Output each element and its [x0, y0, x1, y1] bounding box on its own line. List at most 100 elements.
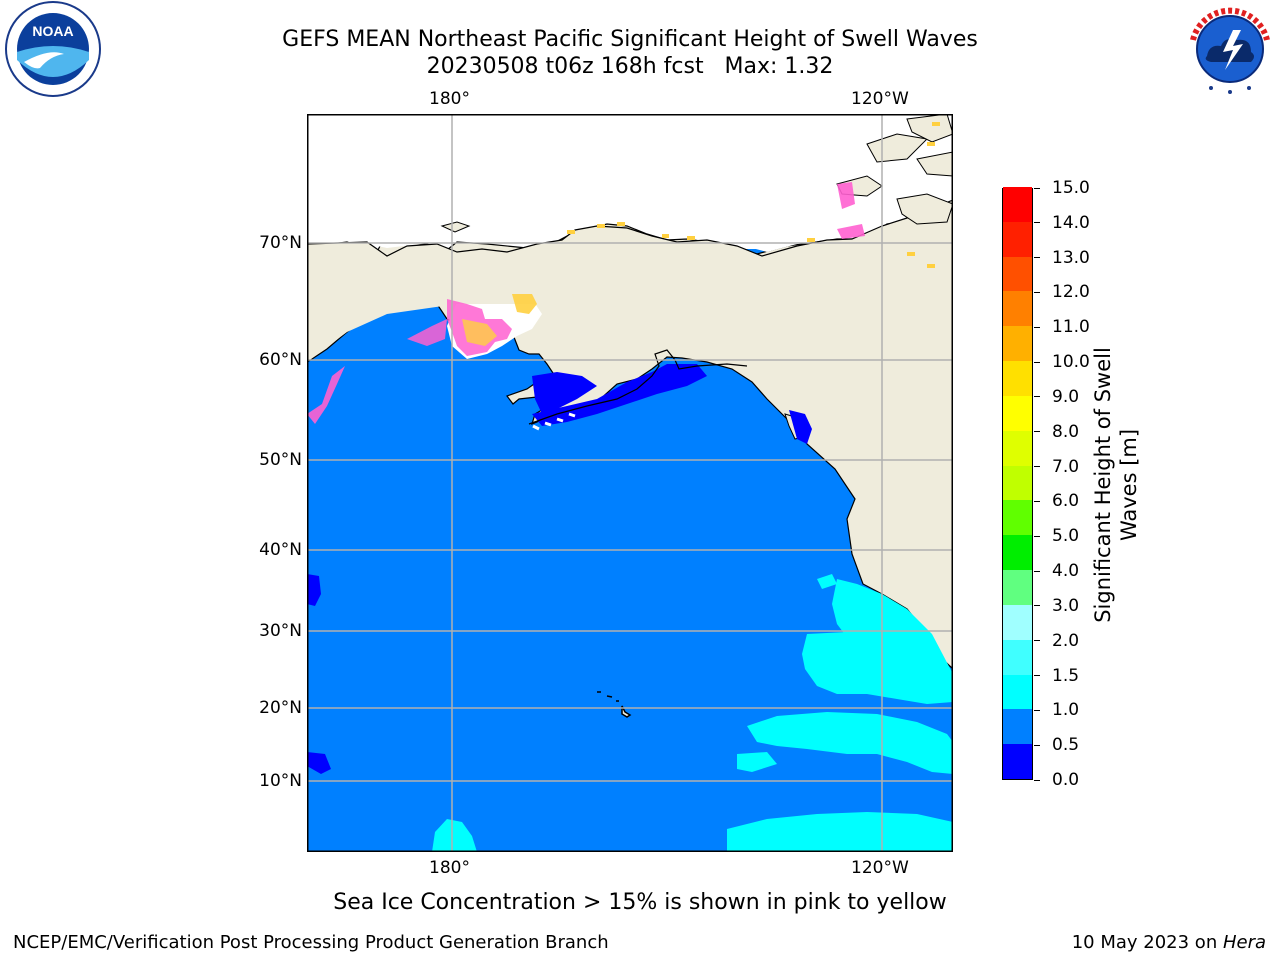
- swell-low-gulf: [532, 364, 707, 426]
- colorbar-segment: [1003, 499, 1032, 536]
- colorbar-segment: [1003, 256, 1032, 292]
- colorbar-tick-label: 9.0: [1052, 386, 1080, 407]
- colorbar-segment: [1003, 325, 1032, 362]
- colorbar-tick-label: 11.0: [1052, 317, 1090, 338]
- hawaii-islands: [597, 691, 632, 718]
- ice-anadyr: [407, 319, 447, 346]
- colorbar-segment: [1003, 674, 1032, 710]
- colorbar-segment: [1003, 743, 1032, 779]
- swell-low-west-2: [307, 752, 331, 774]
- ice-norton: [512, 294, 537, 314]
- swell-cyan-south: [727, 812, 953, 852]
- footer-machine: Hera: [1222, 932, 1266, 953]
- graticule: [307, 114, 953, 852]
- colorbar-title-line2: Waves [m]: [1117, 428, 1141, 542]
- swell-low-bristol: [532, 372, 597, 414]
- colorbar-tick-label: 8.0: [1052, 421, 1080, 442]
- colorbar-tick-label: 5.0: [1052, 526, 1080, 547]
- colorbar-segment: [1003, 569, 1032, 605]
- colorbar-tick-label: 12.0: [1052, 282, 1090, 303]
- ice-beaufort: [837, 182, 855, 209]
- lat-label-70n: 70°N: [259, 233, 302, 253]
- lon-label-top-120w: 120°W: [851, 89, 909, 109]
- colorbar-tick: [1034, 326, 1040, 328]
- colorbar-tick: [1034, 187, 1040, 189]
- ice-kamchatka: [307, 366, 345, 424]
- colorbar-segment: [1003, 708, 1032, 745]
- lat-label-10n: 10°N: [259, 771, 302, 791]
- colorbar-tick: [1034, 291, 1040, 293]
- colorbar-tick: [1034, 570, 1040, 572]
- island-arctic-3: [896, 193, 953, 225]
- noaa-logo-text: NOAA: [32, 23, 73, 39]
- swell-cyan-small: [737, 752, 777, 772]
- lon-label-bottom-120w: 120°W: [851, 858, 909, 878]
- colorbar-tick: [1034, 500, 1040, 502]
- land-chukotka: [307, 114, 953, 252]
- lat-label-30n: 30°N: [259, 621, 302, 641]
- colorbar-tick: [1034, 709, 1040, 711]
- colorbar-tick: [1034, 431, 1040, 433]
- colorbar-tick: [1034, 605, 1040, 607]
- land-north-alaska: [307, 200, 953, 362]
- colorbar-tick: [1034, 675, 1040, 677]
- colorbar: [1002, 186, 1033, 780]
- colorbar-segment: [1003, 604, 1032, 640]
- colorbar-tick-label: 0.0: [1052, 770, 1080, 790]
- colorbar-tick: [1034, 779, 1040, 781]
- colorbar-tick-label: 3.0: [1052, 595, 1080, 616]
- colorbar-tick-label: 10.0: [1052, 352, 1090, 373]
- island-arctic-5: [916, 151, 953, 177]
- colorbar-tick: [1034, 744, 1040, 746]
- footer-date-text: 10 May 2023 on: [1071, 932, 1223, 953]
- ice-bering-yellow: [462, 319, 497, 346]
- lon-label-top-180: 180°: [429, 89, 470, 109]
- chart-title: GEFS MEAN Northeast Pacific Significant …: [0, 26, 1260, 80]
- colorbar-tick-label: 6.0: [1052, 491, 1080, 512]
- map-svg: [307, 114, 953, 852]
- lat-label-20n: 20°N: [259, 698, 302, 718]
- colorbar-title-line1: Significant Height of Swell: [1091, 347, 1115, 623]
- swell-cyan-band: [747, 712, 953, 774]
- colorbar-segment: [1003, 360, 1032, 396]
- swell-cyan-central: [802, 632, 953, 704]
- colorbar-segment: [1003, 290, 1032, 327]
- lat-label-60n: 60°N: [259, 350, 302, 370]
- colorbar-tick-label: 14.0: [1052, 212, 1090, 233]
- colorbar-tick-label: 15.0: [1052, 178, 1090, 198]
- colorbar-tick-label: 0.5: [1052, 735, 1080, 756]
- lon-label-bottom-180: 180°: [429, 858, 470, 878]
- lat-label-50n: 50°N: [259, 450, 302, 470]
- colorbar-segment: [1003, 221, 1032, 257]
- colorbar-tick: [1034, 466, 1040, 468]
- colorbar-tick: [1034, 396, 1040, 398]
- colorbar-segment: [1003, 395, 1032, 431]
- colorbar-tick-label: 1.5: [1052, 665, 1080, 686]
- footer-credit: NCEP/EMC/Verification Post Processing Pr…: [13, 932, 609, 953]
- colorbar-tick-label: 4.0: [1052, 561, 1080, 582]
- colorbar-tick: [1034, 535, 1040, 537]
- colorbar-segment: [1003, 465, 1032, 501]
- ice-yellow-dots: [567, 122, 940, 268]
- swell-low-west-1: [307, 574, 321, 606]
- colorbar-segment: [1003, 639, 1032, 675]
- nws-logo: [1181, 0, 1279, 98]
- colorbar-tick-label: 7.0: [1052, 456, 1080, 477]
- swell-cyan-south-west: [432, 819, 477, 852]
- map-panel: [307, 114, 953, 852]
- colorbar-tick-label: 13.0: [1052, 247, 1090, 268]
- colorbar-tick-label: 1.0: [1052, 700, 1080, 721]
- colorbar-tick: [1034, 222, 1040, 224]
- lat-label-40n: 40°N: [259, 540, 302, 560]
- swell-cyan-pacific-nw: [817, 574, 837, 589]
- colorbar-tick-label: 2.0: [1052, 630, 1080, 651]
- colorbar-tick: [1034, 640, 1040, 642]
- panhandle-dark: [789, 410, 812, 444]
- title-line1: GEFS MEAN Northeast Pacific Significant …: [282, 27, 978, 52]
- title-line2: 20230508 t06z 168h fcst Max: 1.32: [426, 54, 834, 79]
- aleutian-islands: [532, 412, 576, 431]
- colorbar-segment: [1003, 430, 1032, 466]
- colorbar-segment: [1003, 186, 1032, 222]
- sea-ice-note: Sea Ice Concentration > 15% is shown in …: [333, 890, 947, 915]
- colorbar-title: Significant Height of Swell Waves [m]: [1090, 347, 1142, 623]
